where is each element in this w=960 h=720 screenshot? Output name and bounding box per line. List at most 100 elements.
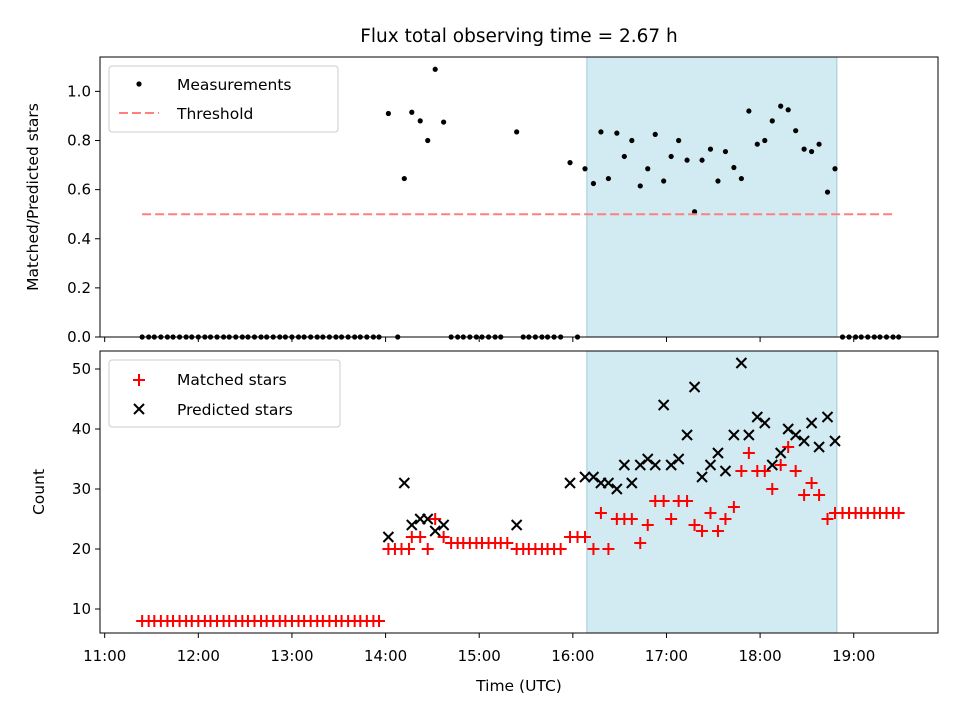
- x-tick-label: 18:00: [738, 647, 781, 665]
- measurement-point: [832, 166, 838, 172]
- predicted-star-point: [611, 483, 623, 495]
- predicted-star-point: [735, 357, 748, 369]
- y-axis-label-bottom: Count: [30, 469, 48, 515]
- measurement-point: [637, 183, 643, 189]
- predicted-star-point: [728, 429, 740, 441]
- measurement-point: [668, 153, 674, 160]
- legend-label-threshold: Threshold: [176, 105, 253, 123]
- predicted-star-point: [821, 411, 834, 423]
- measurement-point: [432, 66, 438, 72]
- matched-star-point: [421, 543, 434, 555]
- plot-frame-bottom: [99, 350, 939, 634]
- matched-star-point: [735, 465, 748, 477]
- legend-marker-measurements: [136, 81, 142, 87]
- predicted-star-point: [510, 519, 523, 531]
- measurement-point: [417, 118, 423, 124]
- measurement-point: [676, 137, 682, 144]
- matched-star-point: [742, 447, 755, 459]
- matched-star-point: [758, 465, 771, 477]
- matched-star-point: [704, 507, 717, 519]
- y-tick-label: 30: [72, 480, 91, 498]
- measurement-point: [614, 130, 620, 136]
- predicted-star-point: [805, 417, 818, 429]
- y-axis-ticks-bottom: 10 20 30 40 50: [72, 360, 100, 618]
- shaded-interval-bottom: [586, 350, 838, 634]
- predicted-star-point: [672, 453, 685, 465]
- measurement-point: [590, 180, 597, 187]
- legend-label-measurements: Measurements: [177, 76, 292, 94]
- matched-star-point: [594, 507, 607, 519]
- predicted-star-point: [587, 471, 600, 483]
- measurement-point: [801, 146, 807, 152]
- predicted-star-point: [657, 399, 670, 411]
- predicted-star-point: [696, 471, 708, 483]
- matched-star-point: [821, 513, 834, 525]
- matched-star-point: [641, 519, 654, 531]
- legend-marker-matched: [133, 374, 145, 386]
- predicted-star-point: [398, 477, 411, 489]
- measurement-point: [621, 153, 627, 160]
- measurement-point: [762, 137, 768, 144]
- measurement-point: [722, 148, 729, 155]
- predicted-star-point: [743, 429, 755, 441]
- shaded-interval-top: [586, 56, 838, 338]
- predicted-star-point: [429, 525, 441, 537]
- measurement-point: [785, 107, 791, 113]
- matched-star-point: [414, 531, 427, 543]
- predicted-star-point: [626, 477, 638, 489]
- measurement-point: [401, 175, 407, 182]
- matched-star-point: [665, 513, 678, 525]
- predicted-star-point: [759, 417, 771, 429]
- measurement-point: [808, 148, 815, 155]
- y-tick-label: 1.0: [67, 82, 91, 100]
- measurement-point: [738, 175, 744, 182]
- measurement-point: [629, 137, 635, 144]
- predicted-star-point: [406, 519, 418, 531]
- predicted-star-point: [782, 423, 794, 435]
- ratio-panel: 0.0 0.2 0.4 0.6 0.8 1.0 Matched/Predicted sta…: [24, 56, 939, 346]
- measurement-point: [778, 103, 784, 109]
- matched-star-points: [136, 441, 905, 627]
- matched-star-point: [789, 465, 802, 477]
- matched-star-point: [766, 483, 779, 495]
- y-axis-ticks-top: 0.0 0.2 0.4 0.6 0.8 1.0: [67, 82, 100, 346]
- matched-star-point: [798, 489, 811, 501]
- matched-star-point: [602, 543, 615, 555]
- x-tick-label: 11:00: [83, 647, 126, 665]
- predicted-star-point: [422, 513, 434, 525]
- measurement-point: [816, 141, 822, 147]
- chart-title: Flux total observing time = 2.67 h: [360, 26, 678, 47]
- measurement-point: [385, 110, 391, 117]
- predicted-star-point: [719, 465, 732, 477]
- y-axis-label-top: Matched/Predicted stars: [24, 103, 42, 291]
- measurement-points: [139, 66, 902, 340]
- predicted-star-point: [579, 471, 591, 483]
- predicted-star-point: [618, 459, 631, 471]
- y-tick-label: 20: [72, 540, 91, 558]
- predicted-star-point: [642, 453, 654, 465]
- measurement-point: [514, 129, 520, 135]
- measurement-point: [425, 137, 431, 144]
- legend-label-predicted: Predicted stars: [177, 401, 293, 419]
- predicted-star-point: [704, 459, 717, 471]
- predicted-star-point: [634, 459, 646, 471]
- matched-star-point: [696, 525, 709, 537]
- measurement-point: [645, 166, 651, 172]
- matched-star-point: [711, 525, 724, 537]
- measurement-point: [824, 189, 831, 195]
- y-tick-label: 10: [72, 600, 91, 618]
- measurement-point: [731, 164, 737, 171]
- predicted-star-point: [649, 459, 661, 471]
- count-panel: 10 20 30 40 50 11:00 12:00 13:00 14:00 15:00 16:0…: [30, 350, 939, 695]
- measurement-point: [691, 209, 698, 215]
- y-tick-label: 40: [72, 420, 91, 438]
- predicted-star-point: [437, 519, 450, 531]
- matched-star-point: [625, 513, 638, 525]
- legend-box-bottom: [108, 359, 341, 428]
- x-axis-ticks-bottom: 11:00 12:00 13:00 14:00 15:00 16:00 17:00 18:00…: [83, 633, 875, 665]
- legend-bottom: Matched stars Predicted stars: [108, 359, 341, 428]
- x-axis-ticks-top: [104, 337, 855, 342]
- predicted-star-point: [681, 429, 693, 441]
- x-tick-label: 19:00: [832, 647, 875, 665]
